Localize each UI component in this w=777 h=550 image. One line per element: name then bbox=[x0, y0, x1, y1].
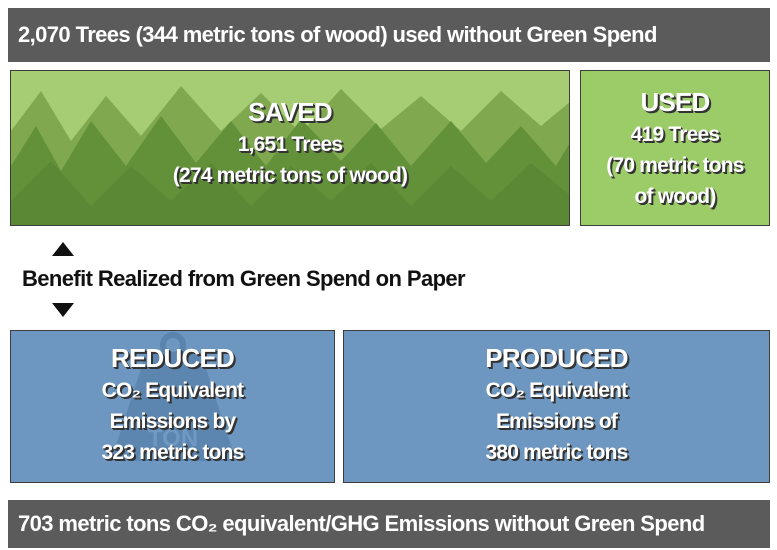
arrow-down bbox=[52, 303, 74, 317]
used-text: USED 419 Trees (70 metric tons of wood) bbox=[581, 85, 769, 212]
footer-bar: 703 metric tons CO₂ equivalent/GHG Emiss… bbox=[8, 500, 770, 548]
reduced-title: REDUCED bbox=[11, 341, 334, 375]
arrow-up bbox=[52, 242, 74, 256]
produced-line: CO₂ Equivalent bbox=[344, 375, 769, 406]
saved-line: 1,651 Trees bbox=[11, 129, 569, 160]
saved-line: (274 metric tons of wood) bbox=[11, 160, 569, 191]
saved-title: SAVED bbox=[11, 95, 569, 129]
produced-box: PRODUCED CO₂ Equivalent Emissions of 380… bbox=[343, 330, 770, 483]
reduced-text: REDUCED CO₂ Equivalent Emissions by 323 … bbox=[11, 341, 334, 468]
used-title: USED bbox=[581, 85, 769, 119]
footer-text: 703 metric tons CO₂ equivalent/GHG Emiss… bbox=[18, 511, 705, 537]
header-bar: 2,070 Trees (344 metric tons of wood) us… bbox=[8, 8, 770, 62]
produced-text: PRODUCED CO₂ Equivalent Emissions of 380… bbox=[344, 341, 769, 468]
used-box: USED 419 Trees (70 metric tons of wood) bbox=[580, 70, 770, 226]
used-line: 419 Trees bbox=[581, 119, 769, 150]
infographic: 2,070 Trees (344 metric tons of wood) us… bbox=[0, 0, 777, 550]
benefit-text: Benefit Realized from Green Spend on Pap… bbox=[22, 266, 465, 292]
saved-box: SAVED 1,651 Trees (274 metric tons of wo… bbox=[10, 70, 570, 226]
reduced-box: TON REDUCED CO₂ Equivalent Emissions by … bbox=[10, 330, 335, 483]
header-text: 2,070 Trees (344 metric tons of wood) us… bbox=[18, 22, 657, 48]
reduced-line: 323 metric tons bbox=[11, 437, 334, 468]
produced-line: 380 metric tons bbox=[344, 437, 769, 468]
used-line: of wood) bbox=[581, 181, 769, 212]
produced-line: Emissions of bbox=[344, 406, 769, 437]
produced-title: PRODUCED bbox=[344, 341, 769, 375]
saved-text: SAVED 1,651 Trees (274 metric tons of wo… bbox=[11, 95, 569, 191]
reduced-line: Emissions by bbox=[11, 406, 334, 437]
used-line: (70 metric tons bbox=[581, 150, 769, 181]
reduced-line: CO₂ Equivalent bbox=[11, 375, 334, 406]
